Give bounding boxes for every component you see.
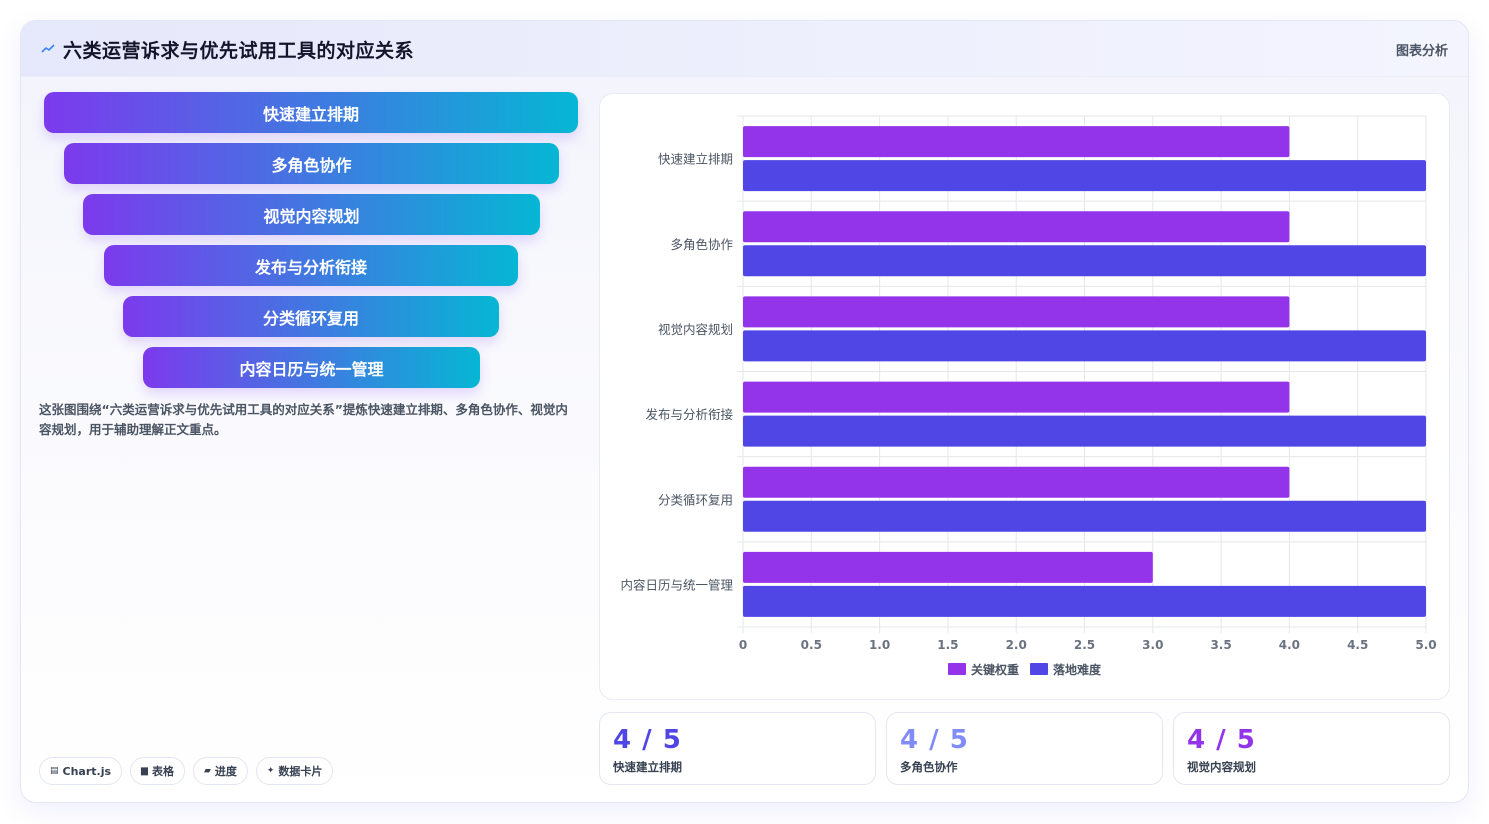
funnel-step-1: 快速建立排期 (44, 92, 578, 133)
chip-progress[interactable]: ▰ 进度 (192, 757, 248, 785)
bar-key-weight (743, 126, 1290, 158)
x-tick-label: 3.0 (1142, 638, 1163, 652)
chip-label: 数据卡片 (278, 765, 323, 778)
bar-difficulty (743, 500, 1426, 532)
chart-line-icon (41, 44, 55, 53)
funnel-step-label: 内容日历与统一管理 (239, 359, 384, 379)
y-tick-label: 视觉内容规划 (658, 322, 733, 337)
main-card: 六类运营诉求与优先试用工具的对应关系 图表分析 快速建立排期 多角色协作 视觉内… (20, 20, 1469, 803)
y-tick-label: 分类循环复用 (658, 492, 733, 507)
progress-icon: ▰ (203, 766, 211, 776)
funnel-step-4: 发布与分析衔接 (104, 245, 518, 286)
bar-key-weight (743, 381, 1290, 413)
y-tick-label: 发布与分析衔接 (645, 407, 733, 422)
x-tick-label: 3.5 (1210, 638, 1231, 652)
x-tick-label: 1.5 (937, 638, 958, 652)
bar-difficulty (743, 245, 1426, 277)
funnel-step-5: 分类循环复用 (123, 296, 499, 337)
bar-key-weight (743, 466, 1290, 498)
x-tick-label: 4.5 (1347, 638, 1368, 652)
x-tick-label: 0.5 (801, 638, 822, 652)
bar-difficulty (743, 585, 1426, 617)
stat-label: 多角色协作 (900, 760, 958, 774)
y-tick-label: 快速建立排期 (658, 152, 733, 167)
x-tick-label: 5.0 (1415, 638, 1436, 652)
funnel-step-label: 视觉内容规划 (263, 206, 360, 226)
legend-swatch (948, 663, 966, 675)
stat-card-2: 4 / 5 多角色协作 (886, 712, 1163, 785)
sparkle-icon: ✦ (266, 766, 275, 776)
y-tick-label: 多角色协作 (670, 237, 733, 252)
funnel-step-2: 多角色协作 (64, 143, 559, 184)
bar-key-weight (743, 211, 1290, 243)
x-tick-label: 1.0 (869, 638, 890, 652)
header: 六类运营诉求与优先试用工具的对应关系 图表分析 (21, 21, 1468, 77)
table-icon: ▆ (141, 766, 148, 776)
stat-label: 快速建立排期 (613, 760, 682, 774)
page-title: 六类运营诉求与优先试用工具的对应关系 (63, 40, 415, 62)
chart-icon: ▤ (50, 766, 59, 776)
funnel-step-label: 多角色协作 (271, 155, 352, 175)
header-tag[interactable]: 图表分析 (1395, 44, 1448, 59)
funnel-step-label: 分类循环复用 (262, 308, 359, 328)
funnel-step-label: 发布与分析衔接 (254, 257, 367, 277)
x-tick-label: 0 (739, 638, 747, 652)
chip-chartjs[interactable]: ▤ Chart.js (39, 757, 123, 785)
chip-table[interactable]: ▆ 表格 (130, 757, 185, 785)
chip-data-cards[interactable]: ✦ 数据卡片 (255, 757, 334, 785)
stat-card-1: 4 / 5 快速建立排期 (599, 712, 876, 785)
x-tick-label: 4.0 (1279, 638, 1300, 652)
chart-panel: 0 0.5 1.0 1.5 2.0 2.5 3.0 3.5 4.0 4.5 5.0 快速建立排期多角色… (599, 93, 1450, 700)
chip-label: Chart.js (62, 764, 112, 778)
stat-label: 视觉内容规划 (1187, 760, 1256, 774)
stat-card-3: 4 / 5 视觉内容规划 (1173, 712, 1450, 785)
bar-key-weight (743, 551, 1153, 583)
stat-value: 4 / 5 (1187, 725, 1256, 755)
tool-chips: ▤ Chart.js ▆ 表格 ▰ 进度 ✦ 数据卡片 (39, 757, 334, 785)
y-tick-label: 内容日历与统一管理 (620, 577, 733, 592)
bar-difficulty (743, 415, 1426, 447)
bar-chart: 0 0.5 1.0 1.5 2.0 2.5 3.0 3.5 4.0 4.5 5.0 快速建立排期多角色… (620, 115, 1437, 677)
bar-key-weight (743, 296, 1290, 328)
stat-value: 4 / 5 (613, 725, 682, 755)
stat-value: 4 / 5 (900, 725, 969, 755)
bar-difficulty (743, 330, 1426, 362)
chart-description: 这张图围绕“六类运营诉求与优先试用工具的对应关系”提炼快速建立排期、多角色协作、… (39, 402, 568, 437)
chip-label: 进度 (214, 765, 237, 778)
x-tick-label: 2.5 (1074, 638, 1095, 652)
legend-label: 落地难度 (1053, 662, 1102, 677)
bar-difficulty (743, 160, 1426, 192)
funnel-step-6: 内容日历与统一管理 (143, 347, 480, 388)
funnel-step-label: 快速建立排期 (262, 104, 359, 124)
legend-label: 关键权重 (971, 662, 1019, 677)
legend-swatch (1030, 663, 1048, 675)
funnel-step-3: 视觉内容规划 (83, 194, 540, 235)
chip-label: 表格 (151, 765, 174, 778)
x-tick-label: 2.0 (1006, 638, 1027, 652)
